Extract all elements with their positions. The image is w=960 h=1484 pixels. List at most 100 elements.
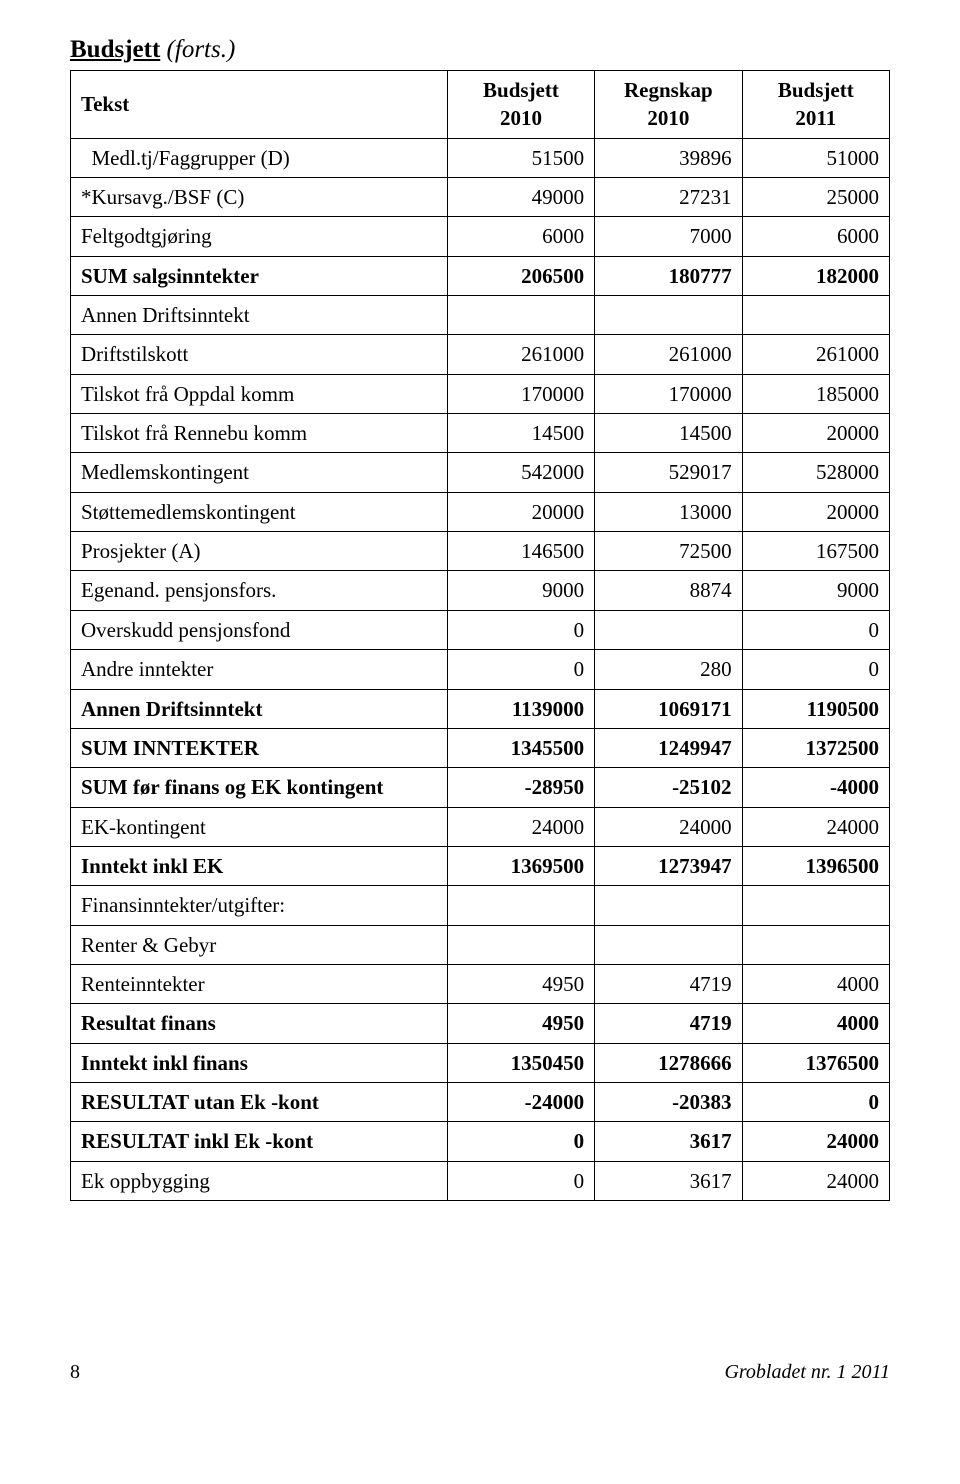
cell-b: 261000 — [595, 335, 742, 374]
cell-b: 1278666 — [595, 1043, 742, 1082]
cell-b: 8874 — [595, 571, 742, 610]
cell-c: 20000 — [742, 492, 889, 531]
cell-a: 0 — [447, 650, 594, 689]
cell-a: 1369500 — [447, 846, 594, 885]
cell-label: Overskudd pensjonsfond — [71, 610, 448, 649]
cell-a: 0 — [447, 610, 594, 649]
table-row: RESULTAT inkl Ek -kont0361724000 — [71, 1122, 890, 1161]
cell-label: Tilskot frå Oppdal komm — [71, 374, 448, 413]
cell-label: Egenand. pensjonsfors. — [71, 571, 448, 610]
cell-a: 261000 — [447, 335, 594, 374]
cell-a: 146500 — [447, 532, 594, 571]
cell-label: SUM før finans og EK kontingent — [71, 768, 448, 807]
table-row: *Kursavg./BSF (C)490002723125000 — [71, 178, 890, 217]
cell-c: 20000 — [742, 414, 889, 453]
table-row: Støttemedlemskontingent200001300020000 — [71, 492, 890, 531]
table-row: Prosjekter (A)14650072500167500 — [71, 532, 890, 571]
cell-a — [447, 296, 594, 335]
table-row: Egenand. pensjonsfors.900088749000 — [71, 571, 890, 610]
cell-label: Feltgodtgjøring — [71, 217, 448, 256]
table-row: Tilskot frå Rennebu komm145001450020000 — [71, 414, 890, 453]
cell-b: 170000 — [595, 374, 742, 413]
table-row: SUM før finans og EK kontingent-28950-25… — [71, 768, 890, 807]
table-row: RESULTAT utan Ek -kont-24000-203830 — [71, 1082, 890, 1121]
cell-label: Finansinntekter/utgifter: — [71, 886, 448, 925]
cell-label: RESULTAT inkl Ek -kont — [71, 1122, 448, 1161]
cell-b: 3617 — [595, 1161, 742, 1200]
cell-b: 529017 — [595, 453, 742, 492]
cell-c: 1190500 — [742, 689, 889, 728]
cell-a — [447, 925, 594, 964]
cell-b: 4719 — [595, 964, 742, 1003]
cell-a: 9000 — [447, 571, 594, 610]
cell-b: 1069171 — [595, 689, 742, 728]
cell-b: 7000 — [595, 217, 742, 256]
table-row: Finansinntekter/utgifter: — [71, 886, 890, 925]
table-row: Inntekt inkl EK136950012739471396500 — [71, 846, 890, 885]
cell-a: 206500 — [447, 256, 594, 295]
header-c3a: Budsjett — [778, 78, 854, 102]
cell-a: 4950 — [447, 1004, 594, 1043]
table-row: Renter & Gebyr — [71, 925, 890, 964]
cell-label: Renter & Gebyr — [71, 925, 448, 964]
cell-b — [595, 886, 742, 925]
footer-source: Grobladet nr. 1 2011 — [724, 1361, 890, 1384]
cell-c: 261000 — [742, 335, 889, 374]
cell-b: 180777 — [595, 256, 742, 295]
budget-table: Tekst Budsjett2010 Regnskap2010 Budsjett… — [70, 70, 890, 1201]
table-row: Renteinntekter495047194000 — [71, 964, 890, 1003]
cell-a: 14500 — [447, 414, 594, 453]
cell-c: 167500 — [742, 532, 889, 571]
cell-c: 1372500 — [742, 728, 889, 767]
header-c1a: Budsjett — [483, 78, 559, 102]
cell-a: 1345500 — [447, 728, 594, 767]
cell-c: 24000 — [742, 1122, 889, 1161]
table-row: EK-kontingent240002400024000 — [71, 807, 890, 846]
cell-label: EK-kontingent — [71, 807, 448, 846]
cell-a — [447, 886, 594, 925]
cell-label: Inntekt inkl finans — [71, 1043, 448, 1082]
cell-a: 49000 — [447, 178, 594, 217]
cell-a: 0 — [447, 1122, 594, 1161]
cell-a: -28950 — [447, 768, 594, 807]
header-c2b: 2010 — [647, 106, 689, 130]
cell-label: SUM salgsinntekter — [71, 256, 448, 295]
cell-b: 4719 — [595, 1004, 742, 1043]
cell-label: Støttemedlemskontingent — [71, 492, 448, 531]
cell-a: 0 — [447, 1161, 594, 1200]
header-c1b: 2010 — [500, 106, 542, 130]
cell-a: 4950 — [447, 964, 594, 1003]
table-row: Annen Driftsinntekt113900010691711190500 — [71, 689, 890, 728]
table-row: Medlemskontingent542000529017528000 — [71, 453, 890, 492]
table-row: Feltgodtgjøring600070006000 — [71, 217, 890, 256]
cell-c — [742, 925, 889, 964]
header-budsjett-2010: Budsjett 2010 — [447, 71, 594, 139]
cell-c: 6000 — [742, 217, 889, 256]
cell-c: 4000 — [742, 964, 889, 1003]
table-row: Inntekt inkl finans135045012786661376500 — [71, 1043, 890, 1082]
cell-b: 280 — [595, 650, 742, 689]
cell-c: 24000 — [742, 807, 889, 846]
cell-c: 0 — [742, 610, 889, 649]
cell-c: -4000 — [742, 768, 889, 807]
cell-c — [742, 296, 889, 335]
cell-c: 528000 — [742, 453, 889, 492]
cell-a: 51500 — [447, 138, 594, 177]
header-budsjett-2011: Budsjett2011 — [742, 71, 889, 139]
cell-b: -20383 — [595, 1082, 742, 1121]
cell-c: 24000 — [742, 1161, 889, 1200]
cell-c: 4000 — [742, 1004, 889, 1043]
page-number: 8 — [70, 1361, 80, 1384]
cell-c: 9000 — [742, 571, 889, 610]
cell-b: 14500 — [595, 414, 742, 453]
header-c2a: Regnskap — [624, 78, 713, 102]
page-footer: 8 Grobladet nr. 1 2011 — [70, 1361, 890, 1384]
table-row: Ek oppbygging0361724000 — [71, 1161, 890, 1200]
cell-c: 51000 — [742, 138, 889, 177]
cell-b: -25102 — [595, 768, 742, 807]
cell-label: *Kursavg./BSF (C) — [71, 178, 448, 217]
cell-label: Ek oppbygging — [71, 1161, 448, 1200]
cell-label: Medlemskontingent — [71, 453, 448, 492]
page-title: Budsjett (forts.) — [70, 36, 890, 64]
cell-label: Annen Driftsinntekt — [71, 296, 448, 335]
